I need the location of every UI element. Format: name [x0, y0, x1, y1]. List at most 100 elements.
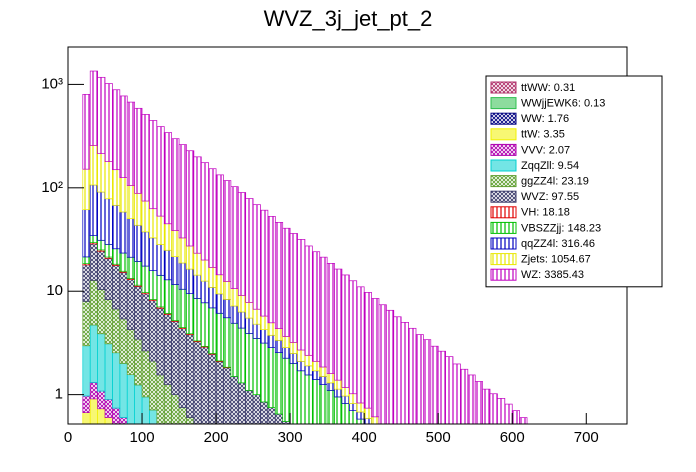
bar [489, 393, 498, 425]
bar [304, 354, 313, 367]
bar [89, 235, 98, 243]
bar [97, 408, 106, 425]
bar [252, 394, 261, 425]
bar [363, 417, 372, 425]
bar [82, 209, 91, 258]
bar [423, 339, 432, 425]
bar [156, 126, 165, 217]
bar [349, 403, 358, 412]
bar [119, 363, 128, 418]
bar [112, 89, 121, 171]
bar [163, 223, 173, 251]
bar [82, 256, 91, 265]
bar [156, 215, 165, 245]
bar [97, 333, 106, 392]
bar [393, 316, 402, 425]
bar [282, 336, 291, 348]
bar [141, 265, 150, 293]
bar [334, 388, 343, 398]
bar [363, 292, 372, 409]
bar [230, 376, 239, 425]
bar [171, 284, 180, 321]
bar [304, 245, 313, 356]
bar [274, 328, 284, 341]
bar [311, 251, 321, 362]
bar [237, 311, 247, 329]
bar [267, 334, 276, 348]
bar [149, 360, 158, 411]
bar [482, 388, 491, 425]
bar [134, 384, 143, 425]
bar [163, 249, 173, 281]
bar [519, 417, 528, 425]
bar [349, 410, 358, 425]
legend-swatch [490, 143, 517, 156]
bar [112, 204, 121, 250]
legend-label: ttW: 3.35 [521, 129, 565, 141]
bar [356, 411, 365, 420]
bar [97, 250, 106, 290]
legend-label: WW: 1.76 [521, 113, 569, 125]
bar [334, 268, 343, 381]
bar [497, 398, 506, 425]
bar [230, 288, 239, 307]
bar [282, 227, 291, 337]
bar [134, 224, 143, 262]
bar [289, 233, 298, 343]
bar [163, 279, 173, 314]
x-tick-label: 500 [426, 429, 451, 446]
bar [97, 390, 106, 410]
bar [267, 322, 276, 336]
bar [112, 248, 121, 265]
bar [186, 293, 195, 335]
bar [119, 272, 128, 320]
bar [119, 211, 128, 254]
legend-label: VVV: 2.07 [521, 144, 570, 156]
bar [208, 267, 217, 288]
bar [230, 186, 239, 289]
bar [452, 363, 461, 425]
bar [282, 347, 291, 359]
bar [237, 327, 247, 384]
bar [186, 150, 195, 247]
x-tick-label: 400 [352, 429, 377, 446]
bar [267, 216, 276, 324]
y-tick-label: 10² [41, 179, 63, 196]
bar [200, 259, 210, 282]
bar [82, 264, 91, 302]
bar [289, 342, 298, 354]
bar [82, 93, 91, 170]
bar [89, 70, 98, 146]
bar [112, 169, 121, 206]
bar [186, 334, 195, 418]
x-tick-label: 300 [278, 429, 303, 446]
bar [289, 363, 298, 425]
bar [89, 243, 98, 281]
bar [186, 268, 195, 294]
bar [341, 403, 350, 425]
bar [119, 252, 128, 272]
bar [141, 293, 150, 352]
bar [89, 145, 98, 186]
bar [215, 312, 224, 362]
legend-swatch [490, 159, 517, 172]
bar [149, 208, 158, 239]
bar [297, 360, 306, 372]
bar [178, 262, 187, 290]
bar [304, 374, 313, 425]
legend-swatch [490, 206, 517, 219]
bar [193, 341, 202, 425]
bar [178, 328, 187, 408]
bar [171, 230, 180, 257]
y-tick-label: 1 [55, 386, 63, 403]
bar [326, 390, 335, 425]
bar [311, 360, 321, 372]
bar [319, 384, 328, 425]
bar [274, 352, 284, 415]
bar [467, 374, 476, 425]
bar [112, 308, 121, 354]
legend-label: WVZ: 97.55 [521, 191, 579, 203]
bar [260, 315, 269, 331]
bar [319, 256, 328, 368]
